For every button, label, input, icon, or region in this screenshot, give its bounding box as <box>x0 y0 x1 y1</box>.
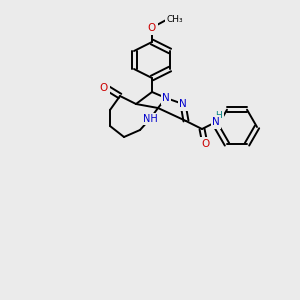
Text: N: N <box>162 93 170 103</box>
Text: NH: NH <box>142 114 158 124</box>
Text: O: O <box>201 139 209 149</box>
Text: H: H <box>216 112 222 121</box>
Text: O: O <box>148 23 156 33</box>
Text: N: N <box>179 99 187 109</box>
Text: O: O <box>100 83 108 93</box>
Text: N: N <box>212 117 220 127</box>
Text: CH₃: CH₃ <box>167 14 183 23</box>
